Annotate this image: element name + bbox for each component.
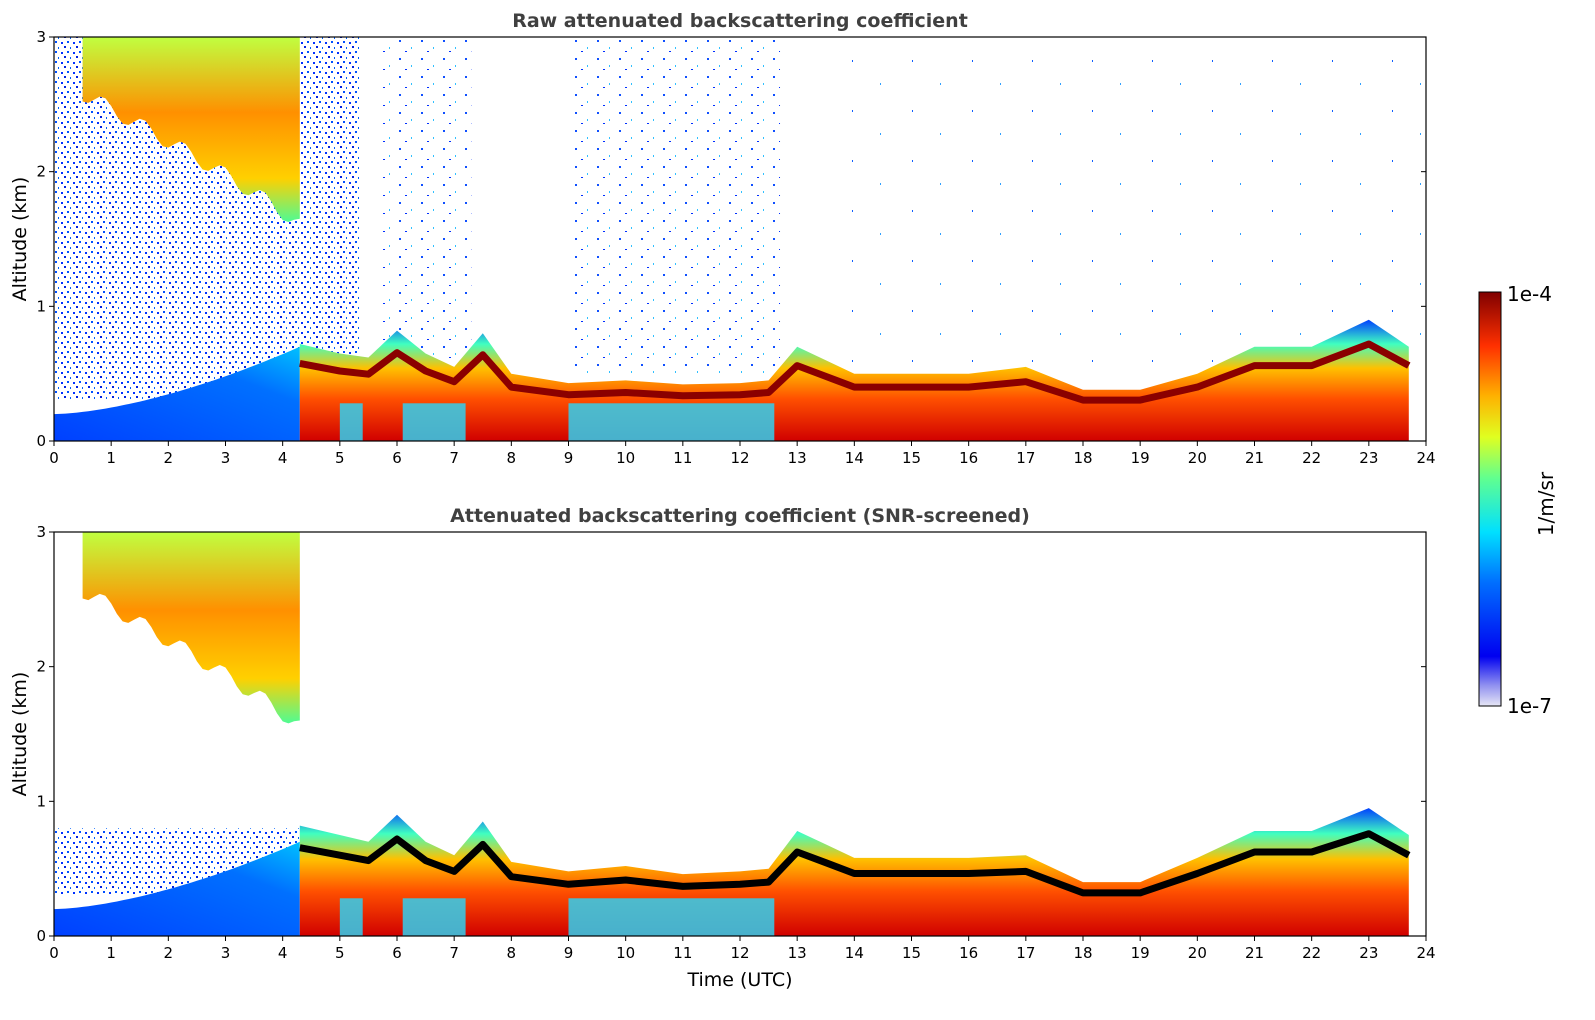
x-tick-label: 14 [845,449,864,467]
x-tick-label: 23 [1359,944,1378,962]
x-tick-label: 3 [221,449,231,467]
panel-1: 0 1 2 3 4 5 6 7 8 9 10 11 12 13 14 15 16 17 18 19 20 21 22 23 24… [9,10,1436,467]
colorbar-max-label: 1e-4 [1507,282,1552,306]
y-tick-label: 2 [36,163,46,181]
x-axis-label: Time (UTC) [686,969,792,991]
x-tick-label: 19 [1131,449,1150,467]
x-tick-label: 13 [788,449,807,467]
x-tick-label: 2 [164,449,174,467]
y-tick-label: 3 [36,523,46,541]
x-tick-label: 9 [564,449,574,467]
y-axis-label: Altitude (km) [9,177,31,302]
residual-layer [54,841,300,936]
heatmap-area [54,532,1411,936]
noise-field-late [825,37,1426,374]
x-tick-label: 19 [1131,944,1150,962]
clear-segment-2 [402,403,466,441]
heatmap-area [54,37,1426,441]
x-tick-label: 12 [730,449,749,467]
max-backscatter-line [299,830,1411,897]
x-tick-label: 21 [1245,944,1264,962]
cirrus-cloud [82,532,300,728]
x-tick-label: 22 [1302,944,1321,962]
x-tick-label: 11 [673,449,692,467]
x-tick-label: 7 [449,449,459,467]
x-tick-label: 16 [959,449,978,467]
x-tick-label: 10 [616,449,635,467]
noise-field-mid [379,37,472,361]
x-tick-label: 18 [1073,449,1092,467]
x-tick-label: 13 [788,944,807,962]
clear-segment-3 [568,898,775,936]
x-tick-label: 10 [616,944,635,962]
x-tick-label: 20 [1188,449,1207,467]
y-axis-label: Altitude (km) [9,672,31,797]
x-tick-label: 22 [1302,449,1321,467]
x-tick-label: 7 [449,944,459,962]
x-tick-label: 4 [278,944,288,962]
x-tick-label: 6 [392,944,402,962]
y-tick-label: 3 [36,28,46,46]
x-tick-label: 15 [902,944,921,962]
x-tick-label: 17 [1016,944,1035,962]
y-tick-label: 1 [36,297,46,315]
x-tick-label: 21 [1245,449,1264,467]
clear-segment-3 [568,403,775,441]
residual-layer [54,346,300,441]
x-tick-label: 8 [507,449,517,467]
colorbar: 1e-4 1e-7 1/m/sr [1478,282,1558,718]
x-tick-label: 0 [49,944,59,962]
colorbar-unit-label: 1/m/sr [1534,471,1558,536]
colorbar-gradient [1478,291,1502,707]
x-tick-label: 2 [164,944,174,962]
x-tick-label: 16 [959,944,978,962]
noise-field-day [568,37,781,374]
x-tick-label: 4 [278,449,288,467]
x-tick-label: 12 [730,944,749,962]
x-tick-label: 1 [106,449,116,467]
y-tick-label: 1 [36,792,46,810]
x-tick-label: 9 [564,944,574,962]
panel-title: Raw attenuated backscattering coefficien… [512,10,968,32]
x-tick-label: 18 [1073,944,1092,962]
max-backscatter-line [299,340,1411,404]
panel-title: Attenuated backscattering coefficient (S… [450,505,1030,527]
x-tick-label: 3 [221,944,231,962]
x-tick-label: 6 [392,449,402,467]
x-tick-label: 24 [1416,944,1435,962]
clear-segment-2 [402,898,466,936]
clear-segment-1 [339,898,363,936]
x-tick-label: 17 [1016,449,1035,467]
clear-segment-1 [339,403,363,441]
x-tick-label: 15 [902,449,921,467]
x-tick-label: 11 [673,944,692,962]
y-tick-label: 2 [36,658,46,676]
y-tick-label: 0 [36,432,46,450]
x-tick-label: 0 [49,449,59,467]
x-tick-label: 23 [1359,449,1378,467]
x-tick-label: 20 [1188,944,1207,962]
cirrus-cloud [82,37,300,226]
x-tick-label: 5 [335,449,345,467]
panel-2: 0 1 2 3 4 5 6 7 8 9 10 11 12 13 14 15 16 17 18 19 20 21 22 23 24… [9,505,1436,991]
x-tick-label: 24 [1416,449,1435,467]
x-tick-label: 8 [507,944,517,962]
y-tick-label: 0 [36,927,46,945]
colorbar-min-label: 1e-7 [1507,694,1552,718]
x-tick-label: 14 [845,944,864,962]
x-tick-label: 5 [335,944,345,962]
x-tick-label: 1 [106,944,116,962]
